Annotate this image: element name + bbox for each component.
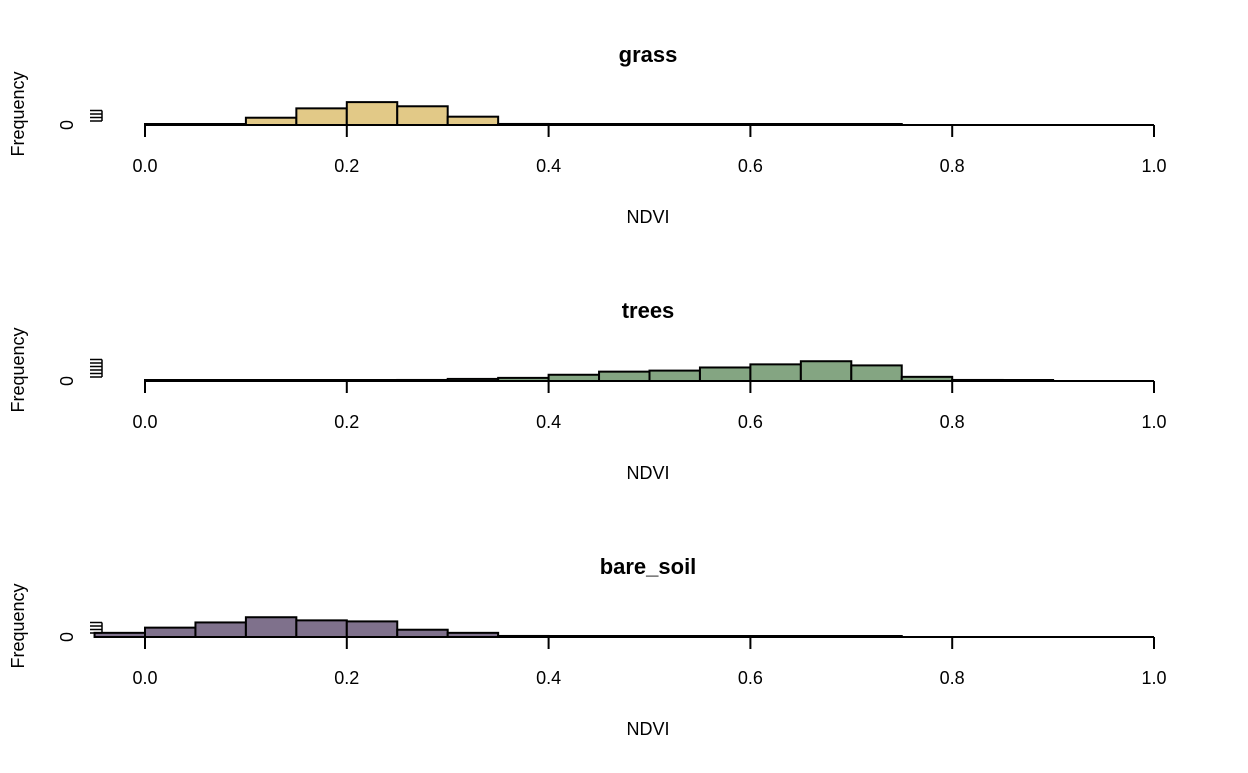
x-axis-label: NDVI: [626, 207, 669, 227]
x-tick-label: 0.2: [334, 156, 359, 176]
x-tick-label: 0.0: [132, 156, 157, 176]
histogram-bar: [144, 626, 197, 639]
histogram-bar: [850, 364, 903, 382]
panel-title: trees: [622, 298, 675, 323]
x-tick-label: 0.4: [536, 412, 561, 432]
x-tick-label: 1.0: [1141, 156, 1166, 176]
x-tick-label: 0.6: [738, 412, 763, 432]
x-tick-label: 1.0: [1141, 668, 1166, 688]
histogram-panel-1: grass 0.0 0.2 0.4 0.6 0.8 1.0 NDVI Frequency 0: [8, 42, 1167, 227]
x-tick-label: 0.8: [940, 412, 965, 432]
histogram-bar: [345, 620, 399, 639]
y-axis-label: Frequency: [8, 583, 28, 668]
y-tick-label: 0: [57, 632, 77, 642]
panel-title: bare_soil: [600, 554, 697, 579]
y-tick-label: 0: [57, 120, 77, 130]
x-tick-label: 0.4: [536, 668, 561, 688]
x-axis-label: NDVI: [626, 463, 669, 483]
histogram-bar: [749, 363, 802, 382]
x-tick-label: 0.4: [536, 156, 561, 176]
histogram-bar: [244, 116, 298, 127]
x-tick-label: 0.2: [334, 668, 359, 688]
x-tick-label: 0.8: [940, 668, 965, 688]
histogram-bar: [648, 369, 701, 383]
histogram-bar: [396, 105, 449, 126]
histogram-bar: [446, 115, 500, 126]
histogram-panel-2: trees 0.0 0.2 0.4 0.6 0.8 1.0 NDVI Frequency 0: [8, 298, 1167, 483]
histogram-bar: [698, 366, 752, 383]
x-axis-label: NDVI: [626, 719, 669, 739]
histogram-bar: [295, 107, 348, 126]
x-tick-label: 0.0: [132, 412, 157, 432]
histogram-bar: [244, 616, 298, 638]
histogram-bar: [194, 621, 247, 639]
histogram-bar: [345, 101, 399, 127]
x-tick-label: 0.6: [738, 668, 763, 688]
x-tick-label: 0.2: [334, 412, 359, 432]
histogram-bar: [799, 360, 853, 382]
histogram-panel-3: bare_soil 0.0 0.2 0.4 0.6 0.8 1.0 NDVI Frequency…: [8, 554, 1167, 739]
histogram-bar: [598, 370, 651, 383]
y-tick-label: 0: [57, 376, 77, 386]
panel-title: grass: [619, 42, 678, 67]
histogram-bar: [93, 631, 147, 639]
x-tick-label: 1.0: [1141, 412, 1166, 432]
histogram-bar: [295, 619, 348, 638]
x-tick-label: 0.6: [738, 156, 763, 176]
y-axis-label: Frequency: [8, 71, 28, 156]
y-axis-label: Frequency: [8, 327, 28, 412]
histogram-bar: [396, 628, 449, 638]
x-tick-label: 0.8: [940, 156, 965, 176]
x-tick-label: 0.0: [132, 668, 157, 688]
